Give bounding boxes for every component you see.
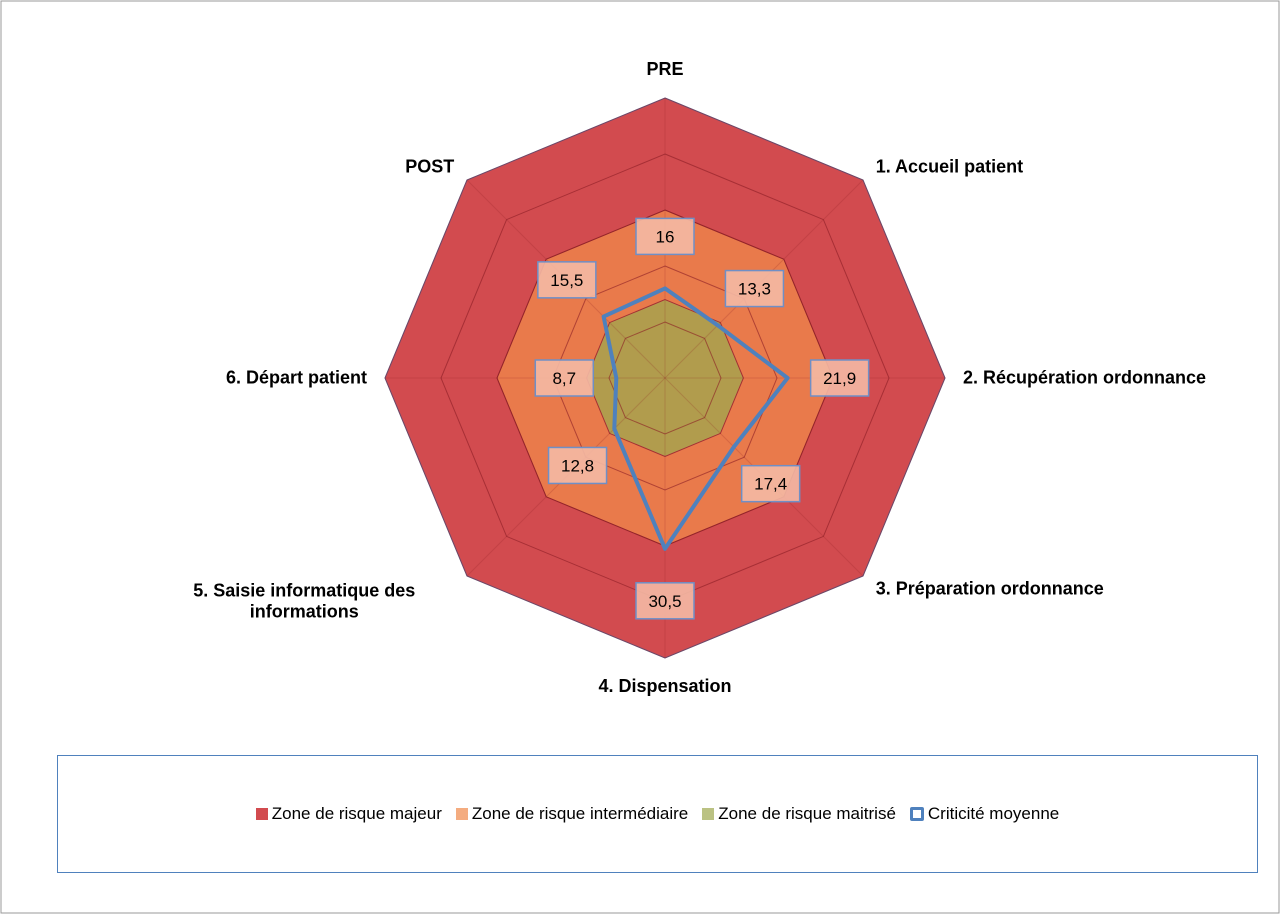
data-label: 8,7 [534,359,595,397]
legend-label: Criticité moyenne [927,804,1060,823]
data-label: 12,8 [547,446,608,485]
grid-ring [552,265,778,491]
data-label-text: 17,4 [754,475,787,494]
data-label: 13,3 [724,269,785,308]
data-label-box [740,464,801,503]
data-label: 30,5 [635,582,695,620]
legend-item: Criticité moyenne [909,804,1060,824]
data-label-box [809,359,870,397]
data-label-text: 30,5 [648,592,681,611]
data-label-text: 13,3 [738,280,771,299]
grid-ring [608,321,722,435]
legend-label: Zone de risque intermédiaire [471,804,689,823]
data-label: 15,5 [537,261,597,299]
data-label-text: 8,7 [552,369,576,388]
legend-swatch [909,807,924,821]
category-label: POST [405,156,455,177]
data-label-text: 15,5 [550,271,583,290]
legend-label: Zone de risque maitrisé [718,804,896,823]
category-label: PRE [646,59,684,79]
category-label: 2. Récupération ordonnance [963,367,1207,388]
data-label-box [547,446,608,485]
line [601,286,790,551]
data-label-box [635,217,695,256]
category-label: 4. Dispensation [598,676,732,696]
legend-item: Zone de risque maitrisé [702,804,896,824]
legend-swatch [255,808,268,820]
data-label: 21,9 [809,359,870,397]
data-label-text: 16 [656,227,675,246]
category-label: 6. Départ patient [225,367,367,388]
legend: Zone de risque majeur Zone de risque inte… [57,755,1258,873]
data-label-text: 12,8 [561,456,594,475]
area [586,299,744,457]
legend-swatch [455,808,468,820]
legend-item: Zone de risque majeur [255,804,442,824]
category-label: 5. Saisie informatique des informations [193,580,416,622]
data-label-box [534,359,595,397]
data-label: 17,4 [740,464,801,503]
category-label: 3. Préparation ordonnance [875,578,1104,599]
data-label-box [537,261,597,299]
category-label: 1. Accueil patient [875,156,1024,177]
data-label: 16 [635,217,695,256]
grid-ring [384,97,946,659]
legend-item: Zone de risque intermédiaire [455,804,689,824]
data-label-text: 21,9 [823,369,856,388]
legend-swatch [702,808,715,820]
legend-label: Zone de risque majeur [271,804,442,823]
data-label-box [724,269,785,308]
data-label-box [635,582,695,620]
